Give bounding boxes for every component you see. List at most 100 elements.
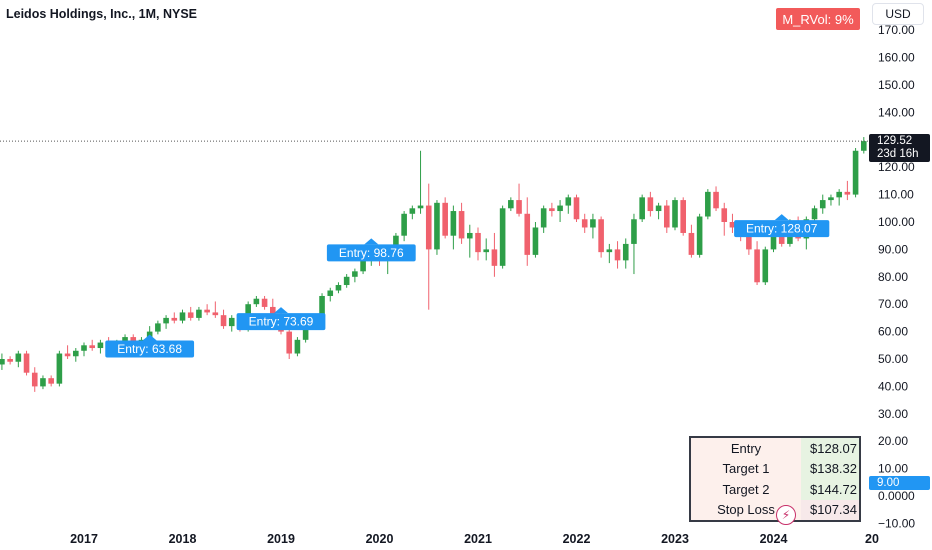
candle-body [836, 191, 842, 198]
y-tick-label: 40.00 [878, 379, 908, 393]
candle [417, 150, 424, 214]
candle [442, 197, 448, 239]
candle-body [844, 191, 851, 195]
candle [762, 246, 769, 286]
candle-body [48, 378, 54, 384]
entry-callout[interactable]: Entry: 128.07 [734, 214, 830, 238]
aux-value-tag: 9.00 [869, 476, 930, 490]
entry-callout[interactable]: Entry: 73.69 [236, 307, 326, 331]
candle-body [40, 378, 46, 387]
table-row-target-1: Target 1 $138.32 [691, 458, 859, 479]
candle-body [442, 202, 448, 236]
candle [425, 183, 432, 310]
candle-body [56, 353, 63, 384]
candle [56, 350, 63, 387]
candle [212, 301, 219, 318]
candle [81, 342, 87, 357]
last-price-tag: 129.52 23d 16h [869, 134, 930, 162]
candle [819, 194, 826, 214]
candle-body [565, 197, 572, 206]
candle [754, 241, 760, 286]
candle [163, 315, 169, 329]
candle [179, 309, 186, 324]
candle-body [253, 298, 260, 305]
candle-body [549, 208, 555, 212]
table-value: $138.32 [801, 458, 859, 479]
candle-body [590, 219, 596, 228]
candle-body [286, 331, 293, 354]
candle [614, 241, 621, 269]
candle-body [852, 150, 859, 195]
entry-callout[interactable]: Entry: 98.76 [326, 238, 416, 262]
lightning-icon[interactable]: ⚡ [776, 505, 796, 525]
candle-body [516, 200, 522, 214]
y-tick-label: 50.00 [878, 352, 908, 366]
y-tick-label: 30.00 [878, 407, 908, 421]
table-label: Target 1 [691, 458, 801, 479]
candle [598, 216, 604, 258]
candle [171, 312, 178, 324]
candle-body [811, 208, 818, 220]
y-tick-label: −10.00 [878, 516, 915, 530]
candle-body [721, 208, 728, 222]
table-value: $128.07 [801, 438, 859, 459]
candle-body [647, 197, 654, 212]
candle [196, 306, 202, 321]
bar-countdown: 23d 16h [877, 148, 919, 160]
candle-body [573, 197, 580, 220]
candle [647, 191, 654, 217]
callout-box [326, 244, 416, 262]
candle-body [343, 276, 350, 286]
table-label: Stop Loss [691, 499, 801, 520]
candle [7, 356, 13, 365]
candle-body [713, 191, 719, 209]
candle-body [7, 359, 13, 362]
candle [475, 227, 481, 261]
x-tick-label: 2020 [366, 532, 394, 546]
candle-body [261, 298, 268, 307]
callout-pointer [274, 307, 288, 314]
candle-body [655, 205, 662, 212]
candle-body [705, 191, 711, 217]
candle-body [491, 249, 498, 266]
y-tick-label: 90.00 [878, 242, 908, 256]
candle-body [302, 320, 309, 340]
candle-body [622, 243, 629, 261]
x-tick-label: 2023 [661, 532, 689, 546]
candle-body [458, 211, 465, 239]
currency-button[interactable]: USD [872, 3, 924, 25]
candle-body [335, 285, 342, 291]
x-tick-label: 2022 [563, 532, 591, 546]
entry-callout[interactable]: Entry: 63.68 [105, 334, 195, 358]
candle [852, 148, 859, 198]
candle [516, 183, 522, 217]
candle-body [819, 200, 826, 209]
candle-body [508, 200, 514, 209]
y-tick-label: 100.00 [878, 215, 915, 229]
candle [483, 238, 490, 261]
candle-body [466, 232, 473, 239]
candle [261, 295, 268, 310]
candle-body [0, 359, 5, 365]
y-tick-label: 70.00 [878, 297, 908, 311]
candle [590, 213, 596, 239]
candle-body [31, 372, 38, 387]
candle-body [89, 345, 96, 349]
callout-label: Entry: 98.76 [339, 246, 404, 260]
candle [401, 211, 407, 242]
y-tick-label: 110.00 [878, 188, 914, 202]
candle-body [581, 219, 588, 228]
candle [458, 202, 465, 244]
candle-body [15, 353, 22, 362]
candle-body [483, 249, 490, 253]
candle-body [220, 315, 227, 327]
y-tick-label: 60.00 [878, 325, 908, 339]
candle [860, 137, 867, 154]
candle [828, 194, 834, 206]
candle [466, 224, 473, 258]
candle-body [327, 290, 334, 296]
indicator-badge[interactable]: M_RVol: 9% [776, 8, 860, 30]
callout-label: Entry: 128.07 [746, 222, 818, 236]
candle [228, 315, 235, 332]
